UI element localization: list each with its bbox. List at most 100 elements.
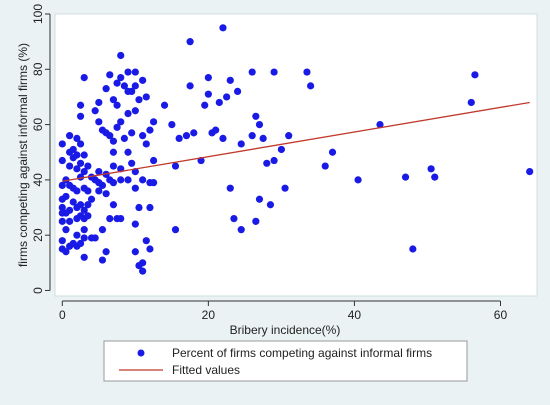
data-point	[131, 184, 139, 192]
data-point	[131, 220, 139, 228]
data-point	[131, 107, 139, 115]
y-tick-label: 0	[31, 287, 45, 294]
data-point	[109, 201, 118, 209]
data-point	[160, 101, 169, 109]
data-point	[84, 212, 92, 220]
data-point	[226, 76, 234, 84]
data-point	[98, 256, 107, 264]
legend-label-fit: Fitted values	[172, 363, 240, 377]
x-tick-label: 20	[202, 308, 216, 322]
data-point	[62, 248, 70, 256]
data-point	[73, 187, 81, 195]
data-point	[307, 82, 315, 90]
data-point	[113, 101, 121, 109]
data-point	[215, 98, 223, 107]
data-point	[526, 167, 534, 176]
y-tick-label: 60	[31, 118, 45, 132]
data-point	[354, 176, 362, 184]
data-point	[149, 179, 158, 187]
data-point	[186, 38, 194, 46]
data-point	[252, 217, 260, 225]
data-point	[219, 134, 227, 143]
data-point	[124, 109, 132, 118]
data-point	[142, 93, 150, 101]
data-point	[263, 159, 271, 167]
data-point	[76, 159, 85, 167]
data-point	[128, 159, 136, 167]
data-point	[87, 195, 96, 203]
data-point	[259, 134, 267, 143]
data-point	[131, 248, 139, 256]
data-point	[117, 51, 125, 60]
data-point	[175, 134, 183, 143]
data-point	[409, 245, 417, 253]
data-point	[201, 101, 209, 109]
data-point	[204, 90, 212, 98]
data-point	[76, 140, 85, 148]
data-point	[146, 245, 154, 253]
data-point	[142, 237, 150, 245]
data-point	[135, 203, 143, 212]
legend-marker-scatter	[137, 349, 145, 357]
data-point	[168, 120, 176, 129]
data-point	[139, 267, 147, 275]
data-point	[139, 259, 147, 267]
data-point	[109, 137, 118, 145]
data-point	[80, 234, 88, 242]
data-point	[98, 226, 107, 234]
data-point	[149, 156, 158, 165]
data-point	[76, 112, 85, 120]
y-axis-title: firms competing against informal firms (…	[16, 43, 30, 267]
data-point	[58, 217, 66, 225]
data-point	[84, 187, 92, 195]
data-point	[106, 132, 114, 140]
x-tick-label: 60	[494, 308, 508, 322]
data-point	[113, 123, 121, 131]
data-point	[76, 101, 85, 109]
data-point	[139, 76, 147, 84]
data-point	[219, 24, 227, 32]
data-point	[146, 203, 154, 212]
data-point	[73, 165, 81, 173]
data-point	[120, 134, 128, 143]
data-point	[106, 71, 114, 79]
data-point	[427, 165, 435, 173]
data-point	[285, 132, 293, 140]
data-point	[109, 162, 118, 170]
data-point	[149, 118, 158, 126]
data-point	[76, 239, 85, 248]
data-point	[128, 129, 136, 137]
data-point	[223, 93, 231, 101]
data-point	[58, 181, 66, 190]
data-point	[146, 126, 154, 134]
legend-box	[103, 340, 468, 382]
data-point	[237, 226, 245, 234]
data-point	[80, 226, 88, 234]
data-point	[102, 85, 110, 93]
data-point	[113, 79, 121, 87]
x-axis-title: Bribery incidence(%)	[230, 323, 341, 337]
data-point	[131, 82, 139, 90]
data-point	[80, 167, 88, 176]
data-point	[117, 214, 125, 223]
data-point	[69, 198, 77, 206]
data-point	[124, 148, 132, 156]
data-point	[471, 71, 479, 79]
data-point	[109, 148, 118, 156]
data-point	[80, 206, 88, 214]
data-point	[98, 181, 107, 190]
data-point	[376, 120, 384, 129]
data-point	[139, 176, 147, 184]
data-point	[73, 134, 81, 143]
data-point	[84, 201, 92, 209]
x-tick-label: 0	[59, 308, 66, 322]
x-tick-label: 40	[348, 308, 362, 322]
data-point	[124, 176, 132, 184]
data-point	[226, 184, 234, 192]
data-point	[266, 201, 275, 209]
data-point	[237, 140, 245, 148]
data-point	[139, 132, 147, 140]
data-point	[186, 82, 194, 90]
data-point	[58, 237, 66, 245]
